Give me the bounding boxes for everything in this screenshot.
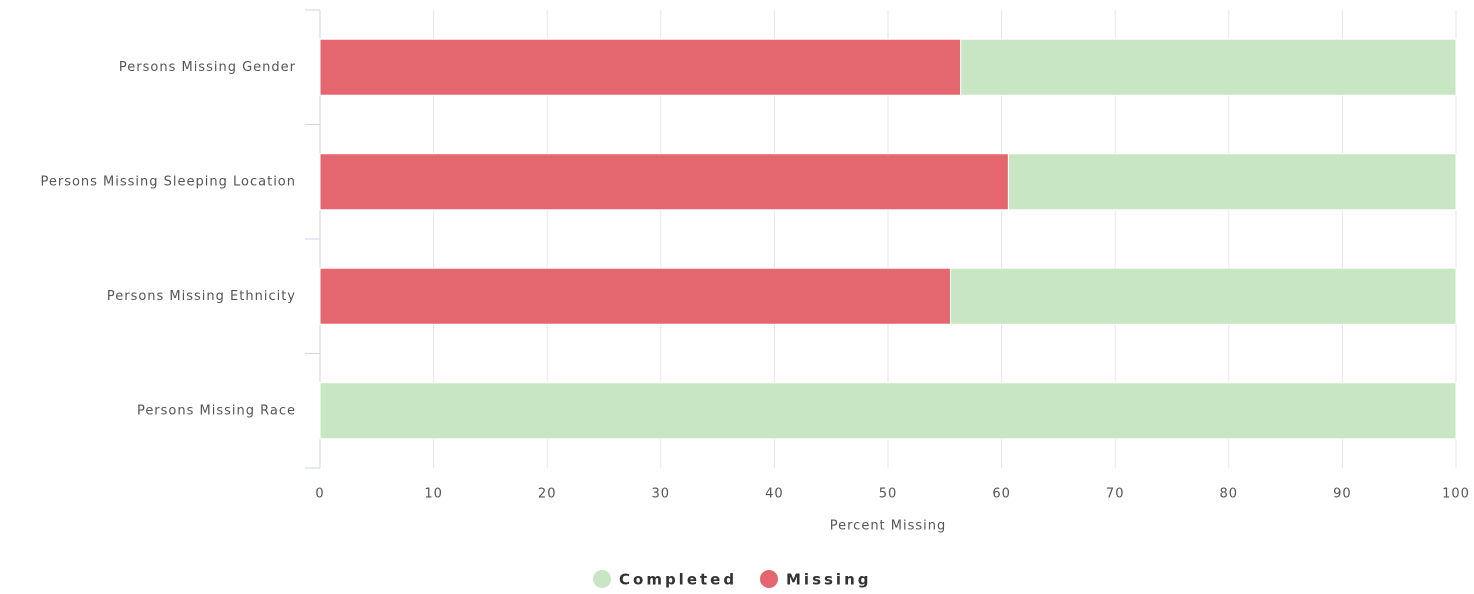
- x-tick-label: 40: [765, 487, 784, 502]
- x-tick-label: 100: [1442, 487, 1470, 502]
- x-tick-label: 80: [1220, 487, 1239, 502]
- x-axis-title: Percent Missing: [830, 519, 947, 534]
- x-tick-label: 90: [1333, 487, 1352, 502]
- legend-label: Completed: [619, 571, 737, 589]
- bar-segment: [960, 38, 1457, 96]
- bar-segment: [319, 38, 962, 96]
- x-tick-label: 50: [879, 487, 898, 502]
- y-tick-label: Persons Missing Race: [137, 403, 296, 418]
- x-tick-label: 20: [538, 487, 557, 502]
- x-tick-label: 70: [1106, 487, 1125, 502]
- y-tick-label: Persons Missing Sleeping Location: [40, 174, 296, 189]
- x-tick-label: 60: [992, 487, 1011, 502]
- bar-segment: [949, 267, 1457, 325]
- x-tick-label: 0: [315, 487, 324, 502]
- bar-segment: [1007, 153, 1457, 211]
- bar-segment: [319, 153, 1009, 211]
- legend-marker: [593, 570, 611, 588]
- x-tick-label: 30: [652, 487, 671, 502]
- legend-label: Missing: [786, 571, 871, 589]
- y-tick-label: Persons Missing Ethnicity: [107, 289, 296, 304]
- y-tick-label: Persons Missing Gender: [119, 60, 296, 75]
- bar-segment: [319, 382, 1457, 440]
- legend-marker: [760, 570, 778, 588]
- bar-segment: [319, 267, 951, 325]
- x-tick-label: 10: [424, 487, 443, 502]
